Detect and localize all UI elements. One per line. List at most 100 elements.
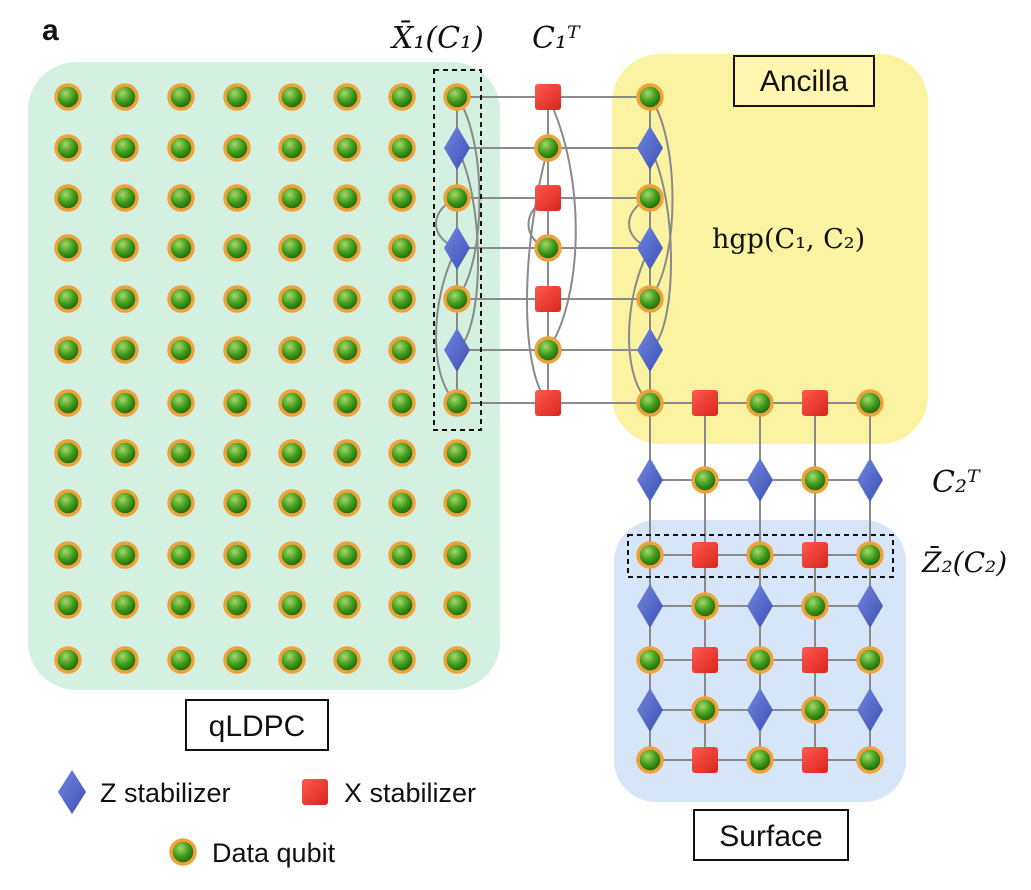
qldpc-qubit xyxy=(167,184,195,212)
qldpc-qubit xyxy=(223,541,251,569)
ancilla-label: Ancilla xyxy=(760,65,849,98)
c1t-qubit xyxy=(534,134,562,162)
qldpc-qubit xyxy=(54,134,82,162)
qldpc-qubit xyxy=(278,83,306,111)
ancilla-row-qubit xyxy=(746,389,774,417)
legend-data-qubit-icon xyxy=(169,838,197,866)
qldpc-qubit xyxy=(54,489,82,517)
qldpc-qubit xyxy=(223,591,251,619)
surface-z-stabilizer xyxy=(637,584,663,628)
qldpc-qubit xyxy=(333,439,361,467)
ancilla-z-stabilizer xyxy=(637,126,663,170)
ancilla-row-x-stabilizer xyxy=(802,390,828,416)
surface-qubit xyxy=(636,746,664,774)
qldpc-qubit xyxy=(54,591,82,619)
qldpc-qubit xyxy=(223,83,251,111)
nodes-layer xyxy=(54,83,884,774)
surface-qubit xyxy=(636,646,664,674)
qldpc-qubit xyxy=(443,646,471,674)
surface-qubit xyxy=(691,592,719,620)
qldpc-qubit xyxy=(443,439,471,467)
surface-z-stabilizer xyxy=(857,688,883,732)
qldpc-qubit xyxy=(111,83,139,111)
logical-x-qubit xyxy=(443,285,471,313)
qldpc-qubit xyxy=(333,134,361,162)
ancilla-region xyxy=(612,54,928,444)
c1t-x-stabilizer xyxy=(535,185,561,211)
qldpc-qubit xyxy=(278,389,306,417)
qldpc-qubit xyxy=(388,591,416,619)
c1t-x-stabilizer xyxy=(535,286,561,312)
surface-z-stabilizer xyxy=(637,688,663,732)
legend-z-label: Z stabilizer xyxy=(100,778,231,808)
logical-x-qubit xyxy=(443,389,471,417)
qldpc-qubit xyxy=(278,285,306,313)
logical-x-z-stabilizer xyxy=(444,226,470,270)
qldpc-qubit xyxy=(278,439,306,467)
qldpc-qubit xyxy=(223,336,251,364)
c1t-x-stabilizer xyxy=(535,84,561,110)
qldpc-qubit xyxy=(54,234,82,262)
qldpc-region xyxy=(28,62,500,690)
surface-qubit xyxy=(856,746,884,774)
qldpc-qubit xyxy=(167,234,195,262)
qldpc-qubit xyxy=(111,439,139,467)
c2t-row-z-stabilizer xyxy=(747,458,773,502)
qldpc-qubit xyxy=(388,389,416,417)
qldpc-qubit xyxy=(111,336,139,364)
surface-qubit xyxy=(691,696,719,724)
qldpc-qubit xyxy=(388,134,416,162)
edge xyxy=(628,247,651,404)
legend-qubit-label: Data qubit xyxy=(212,838,336,868)
qldpc-qubit xyxy=(388,83,416,111)
qldpc-qubit xyxy=(388,184,416,212)
ancilla-qubit xyxy=(636,83,664,111)
qldpc-qubit xyxy=(167,134,195,162)
c1t-annotation: C₁ᵀ xyxy=(532,21,581,56)
qldpc-qubit xyxy=(54,541,82,569)
qldpc-qubit xyxy=(167,83,195,111)
surface-x-stabilizer xyxy=(692,747,718,773)
qldpc-qubit xyxy=(167,389,195,417)
qldpc-qubit xyxy=(333,489,361,517)
surface-label: Surface xyxy=(719,820,822,853)
qldpc-qubit xyxy=(278,184,306,212)
ancilla-qubit xyxy=(636,389,664,417)
qldpc-qubit xyxy=(333,591,361,619)
edge xyxy=(435,247,458,404)
qldpc-qubit xyxy=(443,591,471,619)
qldpc-qubit xyxy=(111,234,139,262)
qldpc-qubit xyxy=(167,336,195,364)
qldpc-qubit xyxy=(223,439,251,467)
qldpc-label-box: qLDPC xyxy=(185,699,329,751)
surface-x-stabilizer xyxy=(692,647,718,673)
c1t-qubit xyxy=(534,234,562,262)
c2t-row-z-stabilizer xyxy=(857,458,883,502)
qldpc-qubit xyxy=(167,541,195,569)
z2-annotation: Z̄₂(C₂) xyxy=(921,545,1007,579)
legend: Z stabilizer X stabilizer Data qubit xyxy=(58,770,476,868)
edge xyxy=(547,96,577,351)
logical-x-z-stabilizer xyxy=(444,328,470,372)
qldpc-qubit xyxy=(167,285,195,313)
qldpc-qubit xyxy=(111,646,139,674)
qldpc-qubit xyxy=(333,184,361,212)
qldpc-qubit xyxy=(54,336,82,364)
qldpc-qubit xyxy=(167,439,195,467)
qldpc-qubit xyxy=(443,489,471,517)
surface-x-stabilizer xyxy=(802,747,828,773)
qldpc-qubit xyxy=(111,591,139,619)
qldpc-qubit xyxy=(388,439,416,467)
qldpc-qubit xyxy=(167,646,195,674)
qldpc-qubit xyxy=(111,489,139,517)
qldpc-qubit xyxy=(54,646,82,674)
qldpc-qubit xyxy=(223,389,251,417)
qldpc-qubit xyxy=(388,489,416,517)
qldpc-qubit xyxy=(54,389,82,417)
surface-x-stabilizer xyxy=(802,542,828,568)
qldpc-qubit xyxy=(333,541,361,569)
surface-qubit xyxy=(856,646,884,674)
surface-qubit xyxy=(746,541,774,569)
qldpc-qubit xyxy=(223,646,251,674)
